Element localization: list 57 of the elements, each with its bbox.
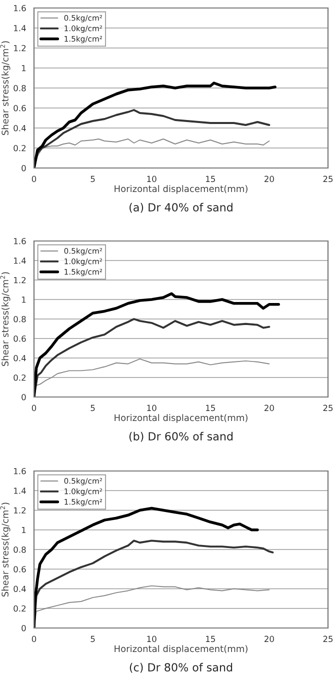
x-tick-label: 20: [264, 176, 274, 182]
line-series: [34, 82, 276, 168]
x-tick-label: 20: [264, 636, 274, 642]
y-tick-label: 0.2: [14, 144, 26, 152]
x-tick-label: 25: [323, 176, 333, 182]
y-tick-label: 1: [22, 65, 26, 72]
x-tick-label: 15: [206, 636, 215, 642]
y-tick-label: 1.4: [14, 488, 26, 494]
y-tick-label: 0.4: [14, 124, 26, 132]
x-tick-label: 25: [323, 636, 333, 642]
line-series: [34, 292, 280, 397]
text: (a) Dr 40% of sand: [130, 202, 232, 213]
y-tick-label: 0.4: [14, 586, 26, 592]
line-series: [34, 506, 259, 628]
y-tick-label: 0.8: [14, 316, 26, 322]
x-axis-title: Horizontal displacement(mm): [114, 414, 248, 423]
x-tick-label: 10: [147, 176, 156, 182]
x-tick-label: 10: [147, 636, 156, 642]
x-tick-label: 5: [90, 176, 95, 182]
y-tick-label: 1.2: [14, 276, 26, 284]
x-tick-label: 20: [264, 404, 274, 412]
y-axis-title: Shear stress(kg/cm$^{2}$): [0, 502, 10, 597]
text: (c) Dr 80% of sand: [130, 662, 232, 673]
y-tick-label: 1: [22, 526, 26, 534]
x-tick-label: 0: [32, 636, 36, 642]
y-tick-label: 1.6: [14, 468, 26, 474]
y-tick-label: 0.4: [14, 354, 26, 362]
x-tick-label: 0: [32, 176, 36, 182]
x-tick-label: 5: [90, 404, 95, 412]
x-axis-title: Horizontal displacement(mm): [114, 185, 248, 194]
y-tick-label: 0.8: [14, 84, 26, 92]
y-tick-label: 1.2: [14, 507, 26, 514]
y-tick-label: 0.6: [14, 566, 26, 572]
y-tick-label: 0: [22, 164, 26, 172]
y-tick-label: 0.8: [14, 546, 26, 553]
y-axis-title: Shear stress(kg/cm$^{2}$): [0, 41, 10, 136]
y-tick-label: 0.6: [14, 104, 26, 112]
y-tick-label: 1: [22, 296, 26, 303]
y-tick-label: 0.2: [14, 605, 26, 612]
x-tick-label: 25: [323, 404, 333, 412]
y-tick-label: 0.6: [14, 335, 26, 342]
y-tick-label: 1.4: [14, 258, 26, 264]
y-tick-label: 1.2: [14, 44, 26, 52]
text: (b) Dr 60% of sand: [129, 432, 233, 442]
x-tick-label: 15: [206, 176, 215, 182]
y-tick-label: 0.2: [14, 374, 26, 381]
y-axis-title: Shear stress(kg/cm$^{2}$): [0, 272, 10, 366]
x-tick-label: 5: [90, 636, 95, 642]
y-tick-label: 1.6: [14, 238, 26, 244]
x-tick-label: 10: [147, 404, 156, 412]
y-tick-label: 0: [22, 394, 26, 400]
y-tick-label: 1.4: [14, 25, 26, 32]
y-tick-label: 1.6: [14, 4, 26, 12]
x-tick-label: 15: [206, 404, 215, 412]
x-tick-label: 0: [32, 404, 36, 412]
x-axis-title: Horizontal displacement(mm): [114, 645, 248, 654]
y-tick-label: 0: [22, 624, 26, 632]
